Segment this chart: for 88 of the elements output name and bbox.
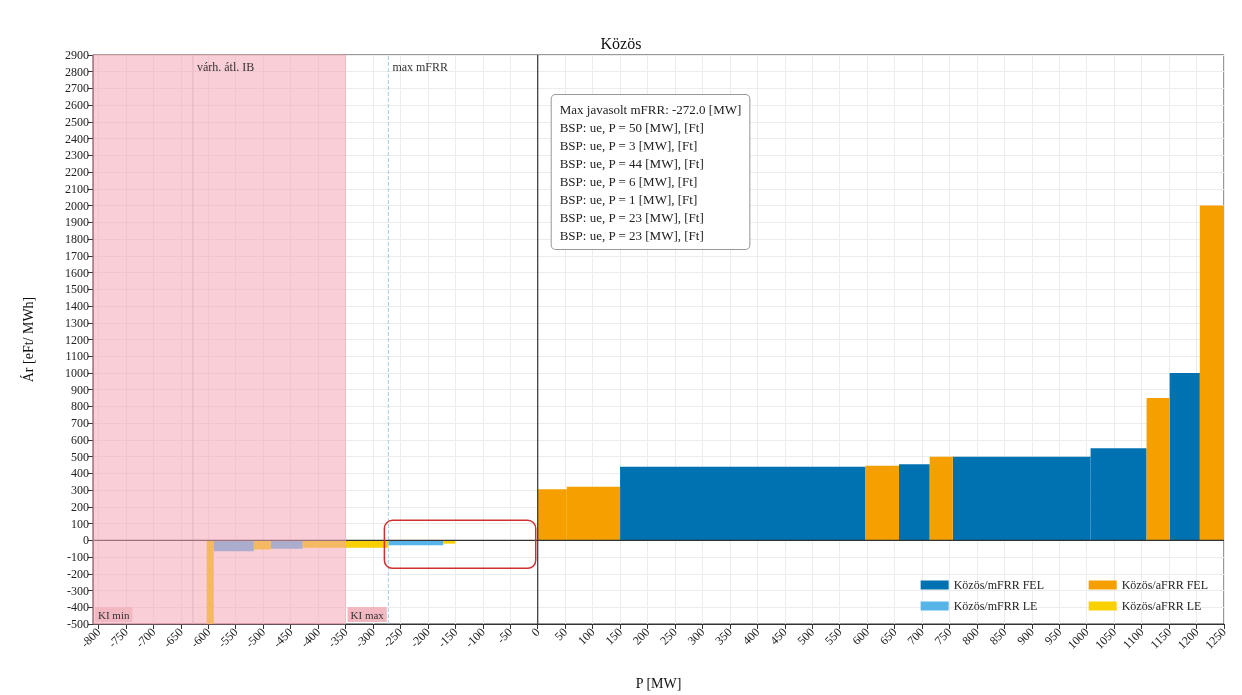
y-tick-label: 1900 <box>65 215 89 230</box>
x-tick-label: -200 <box>407 625 433 651</box>
x-tick-label: -550 <box>215 625 241 651</box>
x-tick-label: -250 <box>379 625 406 651</box>
x-tick-label: -650 <box>160 625 186 651</box>
x-tick-label: -50 <box>494 625 516 647</box>
x-tick-label: 550 <box>822 625 845 648</box>
x-tick-label: 500 <box>794 625 818 648</box>
x-tick-label: -750 <box>105 625 131 651</box>
y-tick-label: 2800 <box>65 64 89 79</box>
y-tick-label: 2400 <box>65 131 89 146</box>
legend-label: Közös/aFRR FEL <box>1121 578 1209 592</box>
y-tick-label: -300 <box>67 583 89 598</box>
x-tick-label: 750 <box>931 625 955 648</box>
annotation: BSP: ue, P = 3 [MW], [Ft] <box>559 137 698 153</box>
y-tick-label: 1100 <box>65 349 89 364</box>
y-tick-label: 2500 <box>65 114 89 129</box>
x-tick-label: 900 <box>1014 625 1037 648</box>
y-tick-label: 500 <box>71 449 89 464</box>
x-tick-label: -400 <box>297 625 324 651</box>
y-tick-label: 2700 <box>65 81 89 96</box>
x-tick-label: 600 <box>849 625 873 648</box>
y-tick-label: 1300 <box>65 315 89 330</box>
x-tick-label: 850 <box>986 625 1010 648</box>
y-axis-title: Ár [eFt/ MWh] <box>19 296 36 383</box>
annotation: Max javasolt mFRR: -272.0 [MW] <box>559 101 742 117</box>
y-tick-label: 2200 <box>65 165 89 180</box>
y-tick-label: 800 <box>71 399 89 414</box>
y-tick-label: -100 <box>67 550 89 565</box>
y-tick-label: 2900 <box>65 48 89 62</box>
x-tick-label: -450 <box>270 625 296 651</box>
annotation: BSP: ue, P = 23 [MW], [Ft] <box>559 227 704 243</box>
annotation: BSP: ue, P = 6 [MW], [Ft] <box>559 173 698 189</box>
ref-line-label: várh. átl. IB <box>196 60 255 74</box>
y-tick-label: 1800 <box>65 232 89 247</box>
y-tick-label: 0 <box>83 533 89 548</box>
x-tick-label: -500 <box>242 625 269 651</box>
x-tick-label: 950 <box>1041 625 1065 648</box>
x-tick-label: 450 <box>767 625 790 648</box>
y-tick-label: -400 <box>67 600 89 615</box>
y-tick-label: 1600 <box>65 265 89 280</box>
annotation: BSP: ue, P = 50 [MW], [Ft] <box>559 119 704 135</box>
y-tick-label: 300 <box>71 483 89 498</box>
x-tick-label: 650 <box>876 625 900 648</box>
y-tick-label: 1400 <box>65 299 89 314</box>
x-tick-label: 150 <box>602 625 626 648</box>
x-tick-label: -700 <box>132 625 159 651</box>
chart-title: Közös <box>600 34 642 52</box>
legend-label: Közös/mFRR FEL <box>953 578 1045 592</box>
annotation: KI min <box>98 608 130 621</box>
y-tick-label: 1000 <box>65 365 89 380</box>
x-tick-label: 800 <box>959 625 982 648</box>
x-tick-label: 350 <box>712 625 735 648</box>
legend-label: Közös/aFRR LE <box>1121 599 1202 613</box>
y-tick-label: 1700 <box>65 248 89 263</box>
y-tick-label: 2600 <box>65 98 89 113</box>
x-tick-label: 100 <box>574 625 598 648</box>
y-tick-label: 2000 <box>65 198 89 213</box>
x-tick-label: 50 <box>551 625 571 644</box>
y-tick-label: 900 <box>71 382 89 397</box>
annotation: BSP: ue, P = 1 [MW], [Ft] <box>559 191 698 207</box>
y-tick-label: 400 <box>71 466 89 481</box>
y-tick-label: 1200 <box>65 332 89 347</box>
y-tick-label: -200 <box>67 566 89 581</box>
y-tick-label: 1500 <box>65 282 89 297</box>
ref-line-label: max mFRR <box>392 60 449 74</box>
y-tick-label: 600 <box>71 432 89 447</box>
annotation: BSP: ue, P = 44 [MW], [Ft] <box>559 155 704 171</box>
x-tick-label: 700 <box>904 625 927 648</box>
annotation: KI max <box>350 608 385 621</box>
x-tick-label: 200 <box>629 625 653 648</box>
annotation: BSP: ue, P = 23 [MW], [Ft] <box>559 209 704 225</box>
y-tick-label: 700 <box>71 416 89 431</box>
y-tick-label: 200 <box>71 499 89 514</box>
y-tick-label: 2100 <box>65 181 89 196</box>
y-tick-label: 2300 <box>65 148 89 163</box>
x-tick-label: 0 <box>528 625 543 640</box>
x-tick-label: 400 <box>739 625 763 648</box>
x-tick-label: 300 <box>684 625 708 648</box>
x-tick-label: -300 <box>352 625 378 651</box>
x-tick-label: -150 <box>434 625 461 651</box>
x-axis-title: P [MW] <box>635 675 682 691</box>
y-tick-label: 100 <box>71 516 89 531</box>
x-tick-label: -350 <box>325 625 351 651</box>
legend-label: Közös/mFRR LE <box>953 599 1038 613</box>
x-tick-label: -600 <box>187 625 214 651</box>
x-tick-label: -100 <box>462 625 488 651</box>
x-tick-label: 250 <box>657 625 680 648</box>
